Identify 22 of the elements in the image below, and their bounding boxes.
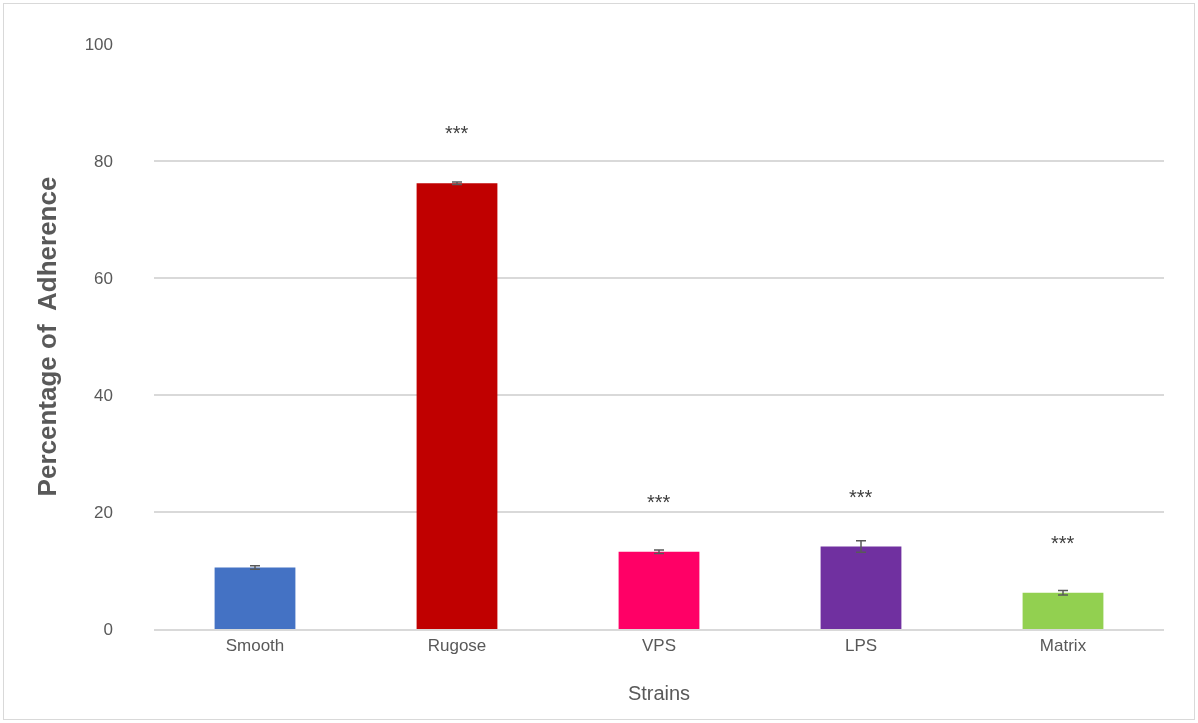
- bar: [618, 551, 700, 629]
- x-axis-title: Strains: [627, 682, 691, 704]
- y-tick-label: 40: [94, 385, 113, 405]
- bar: [1022, 592, 1104, 629]
- data-label: ***: [1051, 532, 1075, 554]
- bar: [416, 183, 498, 629]
- x-tick-label: LPS: [844, 636, 878, 656]
- y-axis-title: Percentage of Adherence: [32, 176, 63, 497]
- data-label: ***: [849, 486, 873, 508]
- y-tick-label: 20: [94, 502, 113, 522]
- y-tick-label: 100: [84, 34, 113, 54]
- bar: [820, 546, 902, 629]
- bar: [214, 567, 296, 629]
- x-tick-label: Rugose: [427, 636, 487, 656]
- x-tick-label: Matrix: [1039, 636, 1087, 656]
- data-label: ***: [445, 122, 469, 144]
- y-tick-label: 0: [103, 619, 113, 639]
- y-tick-label: 80: [94, 151, 113, 171]
- x-tick-label: Smooth: [225, 636, 285, 656]
- data-label: ***: [647, 491, 671, 513]
- y-tick-label: 60: [94, 268, 113, 288]
- x-tick-label: VPS: [641, 636, 677, 656]
